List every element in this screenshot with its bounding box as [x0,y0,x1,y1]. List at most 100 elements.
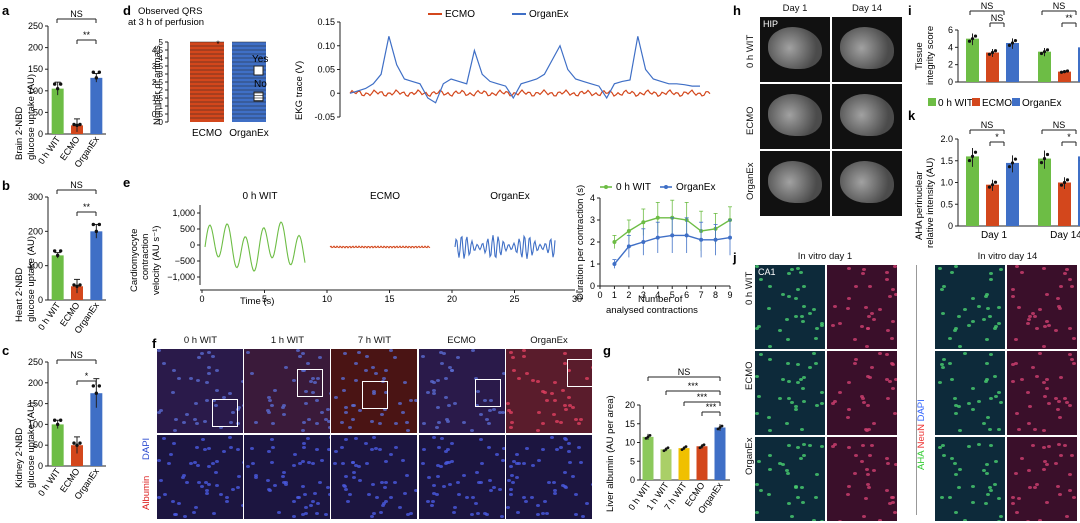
e1-ylabel-line2: contraction [140,234,151,280]
d1-ytick-label: 1 [159,102,164,111]
e1-ytick-label: −500 [175,256,195,266]
d2-series-ecmo [349,88,711,98]
a-bar [51,88,64,134]
f-col-organex: OrganEx [530,335,568,346]
e2-ytick-label: 2 [590,237,595,247]
f-col-1h: 1 h WIT [270,335,305,346]
i-bar [1078,47,1080,82]
b-point [78,283,82,287]
d1-sig-label: * [216,39,220,49]
a-point [78,122,82,127]
e1-title: OrganEx [490,191,529,202]
g-point [716,427,720,431]
h-brain-slice [768,161,822,203]
e2-ytick-label: 0 [590,281,595,291]
k-bar [1078,156,1080,226]
k-bar [1058,182,1071,226]
e1-xtick-label: 20 [447,294,457,304]
i-point [1013,39,1018,43]
j-image [935,351,1005,435]
d2-ylabel: EKG trace (V) [294,61,305,120]
k-point [1045,152,1050,157]
j-image [755,351,825,435]
d1-ytick-label: 2.5 [152,78,164,87]
panel-f-images: 0 h WIT 1 h WIT 7 h WIT ECMO OrganEx [157,335,593,519]
g-point [682,446,686,450]
h-brain-slice [840,27,894,69]
a-point [72,122,76,127]
h-image [760,151,830,216]
i-ytick-label: 0 [948,77,953,87]
k-ytick-label: 0.5 [940,199,953,209]
e2-legend-organex: OrganEx [676,182,715,193]
e1-trace [329,245,431,249]
k-point [1042,156,1047,161]
f-image-bottom [331,435,418,519]
i-bar [1006,43,1019,82]
panel-letter-j: j [732,250,737,265]
g-point [698,446,702,450]
c-bar [71,445,83,466]
f-image-top [244,349,331,433]
a-ytick-label: 0 [38,129,43,139]
f-col-ecmo: ECMO [447,335,476,346]
e1-xlabel: Time (s) [240,296,274,307]
j-legend: AHA NeuN DAPI [916,399,927,470]
b-point [91,222,96,227]
f-inset-box [475,379,501,407]
k-point [1007,165,1012,169]
j-legend-aha: AHA [916,450,927,470]
b-point [58,249,63,253]
j-row-0h: 0 h WIT [744,271,755,305]
g-sig-ns-label: NS [678,367,691,377]
g-sig-1-label: *** [688,381,699,391]
f-image-bottom [418,435,505,519]
c-point [97,384,102,388]
e1-ylabel-line3: velocity (AU s⁻¹) [151,226,162,295]
i-ylabel-line2: integrity score [925,26,936,85]
k-point [1010,161,1015,165]
i-point [973,34,978,38]
d1-ytick-label: 1.5 [152,94,164,103]
i-sig-ns3-label: NS [1053,1,1066,11]
i-point [993,49,998,53]
f-side-label: DAPI [141,438,152,460]
b-point [94,229,99,234]
h-hip-tag: HIP [763,19,779,29]
e1-xtick-label: 0 [199,294,204,304]
panel-letter-b: b [2,178,10,193]
h-row-organex: OrganEx [745,162,756,201]
d1-ytick-label: 3 [159,70,164,79]
g-point [664,447,668,451]
k-point [990,183,995,187]
k-point [987,185,992,189]
g-ytick-label: 10 [625,438,635,448]
h-image [832,84,902,149]
i-sig-ns2-label: NS [991,13,1004,23]
e1-xtick-label: 10 [322,294,332,304]
i-point [987,52,992,56]
panel-letter-c: c [2,343,9,358]
f-inset-box [212,399,238,427]
a-point [58,82,63,86]
k-legend-label: ECMO [982,98,1012,109]
panel-h-images: Day 1 Day 14 HIP [760,3,902,217]
j-col-day14: In vitro day 14 [977,251,1038,262]
b-point [97,222,102,227]
b-point [55,253,60,258]
e1-ytick-label: 500 [180,224,195,234]
d1-title-line1: Observed QRS [138,6,202,17]
h-brain-slice [840,161,894,203]
i-point [1065,69,1070,73]
c-ytick-label: 200 [28,378,43,388]
i-sig-ns1-label: NS [981,1,994,11]
g-bar [696,446,708,480]
h-image [760,84,830,149]
g-sig-3-label: *** [706,402,717,412]
j-image [1007,351,1077,435]
f-image-bottom [157,435,243,519]
panel-letter-a: a [2,3,10,18]
d2-ytick-label: -0.05 [314,112,335,122]
k-legend-swatch [972,98,980,106]
d1-ytick-label: 2 [159,86,164,95]
